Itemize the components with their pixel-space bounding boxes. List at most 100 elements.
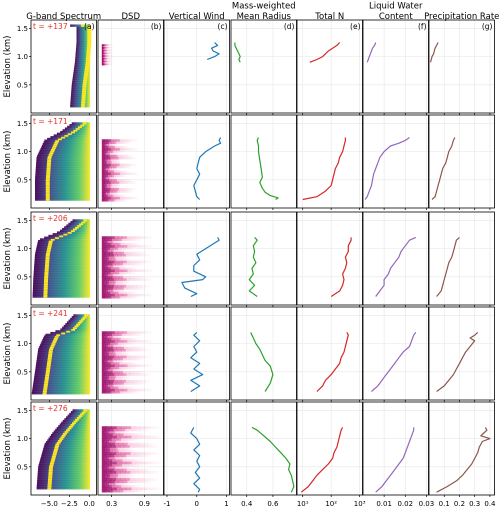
dsd-cell	[106, 47, 108, 49]
dsd-cell	[103, 150, 106, 153]
dsd-cell	[101, 293, 107, 297]
dsd-cell	[137, 489, 142, 493]
spectrum-peak	[86, 57, 91, 60]
dsd-cell	[125, 459, 130, 462]
dsd-cell	[109, 63, 111, 65]
dsd-cell	[119, 181, 123, 184]
dsd-cell	[120, 440, 123, 444]
dsd-cell	[101, 463, 106, 467]
dsd-cell	[105, 371, 110, 374]
spectrum-band	[35, 168, 91, 172]
dsd-cell	[111, 461, 117, 465]
dsd-cell	[114, 260, 119, 264]
dsd-cell	[117, 289, 120, 292]
dsd-cell	[150, 426, 156, 429]
dsd-cell	[105, 433, 110, 436]
spectrum-peak	[86, 55, 91, 58]
spectrum-band	[76, 40, 91, 44]
dsd-cell	[106, 63, 108, 65]
panel-frame	[296, 114, 363, 209]
spectrum-band	[40, 458, 91, 462]
dsd-cell	[101, 456, 105, 460]
dsd-cell	[102, 49, 104, 51]
dsd-cell	[101, 63, 104, 65]
spectrum-peak	[76, 416, 81, 419]
spectrum-peak	[44, 264, 49, 267]
dsd-cell	[106, 46, 108, 48]
dsd-cell	[104, 456, 107, 460]
dsd-cell	[112, 276, 117, 279]
spectrum-peak	[82, 83, 87, 86]
dsd-cell	[109, 58, 112, 60]
dsd-cell	[142, 373, 147, 376]
dsd-cell	[116, 148, 121, 151]
y-tick-label: 0.5	[17, 463, 28, 471]
dsd-cell	[104, 190, 108, 193]
dsd-cell	[111, 249, 114, 253]
dsd-cell	[116, 165, 120, 169]
dsd-cell	[104, 51, 106, 53]
dsd-cell	[101, 478, 107, 481]
dsd-cell	[118, 240, 121, 244]
spectrum-band	[47, 137, 91, 141]
spectrum-band	[71, 83, 91, 86]
dsd-cell	[148, 245, 153, 248]
spectrum-band	[72, 81, 91, 84]
dsd-cell	[106, 56, 108, 58]
dsd-cell	[121, 249, 124, 253]
dsd-cell	[126, 236, 132, 239]
spectrum-peak	[45, 260, 50, 264]
dsd-cell	[118, 150, 121, 153]
dsd-cell	[130, 187, 134, 191]
dsd-cell	[117, 485, 122, 488]
spectrum-peak	[81, 97, 86, 101]
dsd-cell	[112, 256, 116, 259]
spectrum-band	[74, 62, 91, 66]
dsd-cell	[107, 64, 109, 66]
spectrum-band	[56, 132, 91, 136]
dsd-cell	[113, 344, 116, 348]
dsd-cell	[149, 452, 155, 455]
column-title: Liquid Water	[369, 2, 423, 12]
dsd-cell	[114, 236, 119, 239]
dsd-cell	[107, 360, 110, 363]
time-label: t = +241	[33, 309, 68, 318]
dsd-cell	[113, 253, 118, 257]
dsd-cell	[123, 386, 127, 390]
spectrum-peak	[82, 122, 87, 125]
dsd-cell	[107, 473, 111, 476]
dsd-cell	[108, 276, 113, 279]
dsd-cell	[106, 62, 108, 64]
dsd-cell	[101, 280, 105, 284]
dsd-cell	[115, 170, 119, 173]
dsd-cell	[120, 258, 124, 261]
dsd-cell	[117, 141, 121, 144]
dsd-cell	[109, 185, 112, 189]
spectrum-peak	[87, 37, 92, 40]
y-tick-label: 1.5	[17, 120, 28, 128]
vertical-wind-line	[190, 427, 201, 493]
dsd-cell	[133, 276, 138, 279]
spectrum-band	[58, 425, 91, 428]
dsd-cell	[104, 342, 108, 345]
spectrum-peak	[77, 321, 82, 324]
spectrum-peak	[85, 62, 90, 66]
spectrum-band	[42, 339, 91, 342]
dsd-cell	[101, 50, 103, 52]
dsd-cell	[129, 391, 133, 394]
spectrum-peak	[43, 290, 48, 293]
dsd-cell	[101, 247, 105, 250]
dsd-cell	[114, 475, 118, 479]
dsd-cell	[104, 282, 107, 286]
dsd-cell	[110, 362, 114, 365]
panel-frame	[30, 114, 97, 209]
dsd-cell	[132, 459, 137, 462]
dsd-cell	[126, 386, 130, 390]
dsd-cell	[101, 342, 105, 345]
dsd-cell	[112, 185, 115, 189]
dsd-cell	[111, 337, 115, 341]
dsd-cell	[130, 489, 135, 493]
dsd-cell	[109, 289, 112, 292]
dsd-cell	[109, 150, 112, 153]
spectrum-peak	[54, 446, 59, 449]
